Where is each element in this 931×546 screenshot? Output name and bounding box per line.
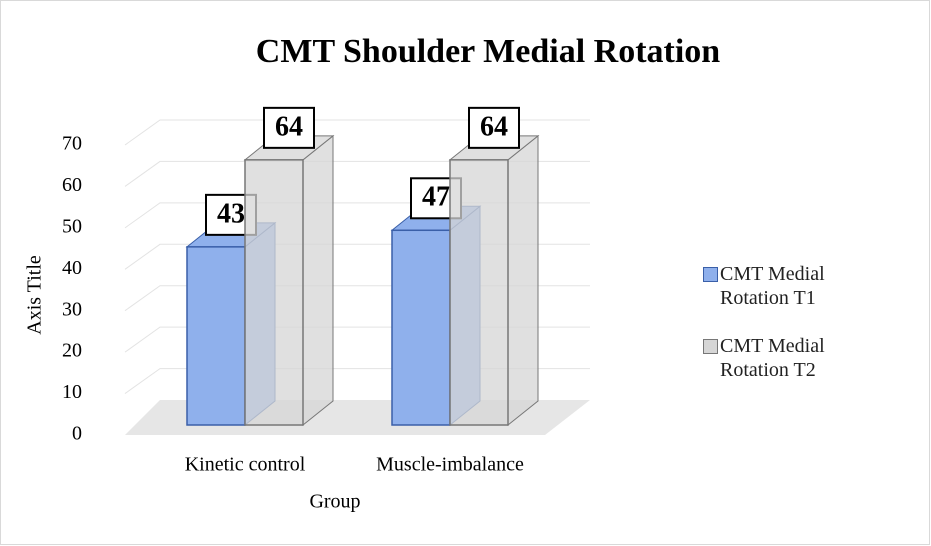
legend-swatch	[703, 267, 718, 282]
data-label: 47	[422, 182, 450, 213]
x-tick-label: Kinetic control	[185, 454, 306, 476]
y-tick-label: 70	[62, 133, 82, 155]
data-label: 64	[480, 111, 508, 142]
bar	[244, 159, 304, 426]
y-tick-label: 40	[62, 257, 82, 279]
legend-label: CMT Medial Rotation T1	[720, 263, 825, 309]
y-tick-label: 60	[62, 174, 82, 196]
bar-side	[507, 134, 539, 427]
grid-line	[124, 160, 590, 187]
bar	[186, 246, 246, 426]
grid-line	[124, 119, 590, 146]
bar	[449, 159, 509, 426]
legend-swatch	[703, 339, 718, 354]
data-label: 64	[275, 111, 303, 142]
y-tick-label: 0	[72, 423, 82, 445]
bar	[391, 229, 451, 426]
y-tick-label: 10	[62, 381, 82, 403]
x-tick-label: Muscle-imbalance	[376, 454, 524, 476]
chart-title: CMT Shoulder Medial Rotation	[256, 33, 720, 70]
data-label-box	[468, 106, 520, 149]
bar-side	[302, 134, 334, 427]
y-tick-label: 20	[62, 340, 82, 362]
y-tick-label: 30	[62, 298, 82, 320]
data-label: 43	[217, 198, 245, 229]
data-label-box	[263, 106, 315, 149]
x-axis-label: Group	[309, 491, 360, 513]
y-tick-label: 50	[62, 215, 82, 237]
legend-label: CMT Medial Rotation T2	[720, 335, 825, 381]
y-axis-label: Axis Title	[24, 255, 46, 335]
